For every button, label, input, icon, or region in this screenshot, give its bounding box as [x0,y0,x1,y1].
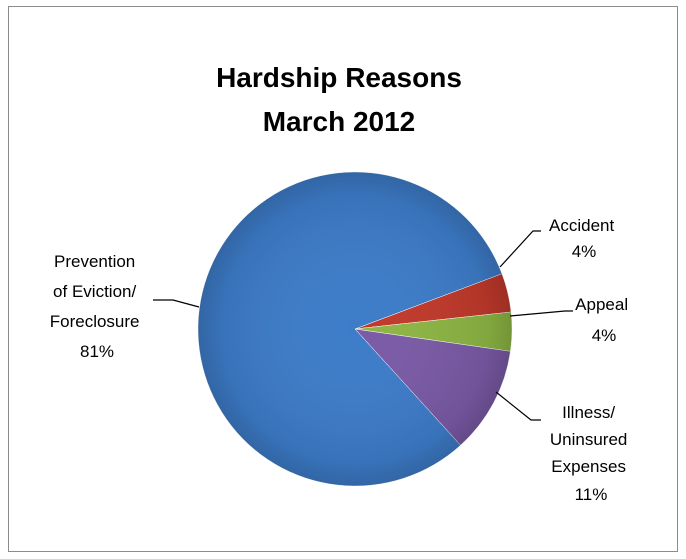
slice-label-prevention: Prevention of Eviction/ Foreclosure 81% [50,252,145,361]
leader-line-prevention [153,299,200,308]
slice-label-accident: Accident 4% [549,216,619,261]
pie-slices [197,171,513,487]
chart-title-line-2: March 2012 [263,106,416,137]
chart-frame: Hardship Reasons March 2012 Accident 4% … [8,6,678,552]
chart-title-line-1: Hardship Reasons [216,62,462,93]
leader-line-illness [495,391,541,421]
pie-chart: Hardship Reasons March 2012 Accident 4% … [50,62,633,504]
slice-label-illness: Illness/ Uninsured Expenses 11% [550,403,632,504]
leader-line-appeal [509,310,573,317]
leader-line-accident [499,230,541,268]
slice-label-appeal: Appeal 4% [575,295,633,345]
